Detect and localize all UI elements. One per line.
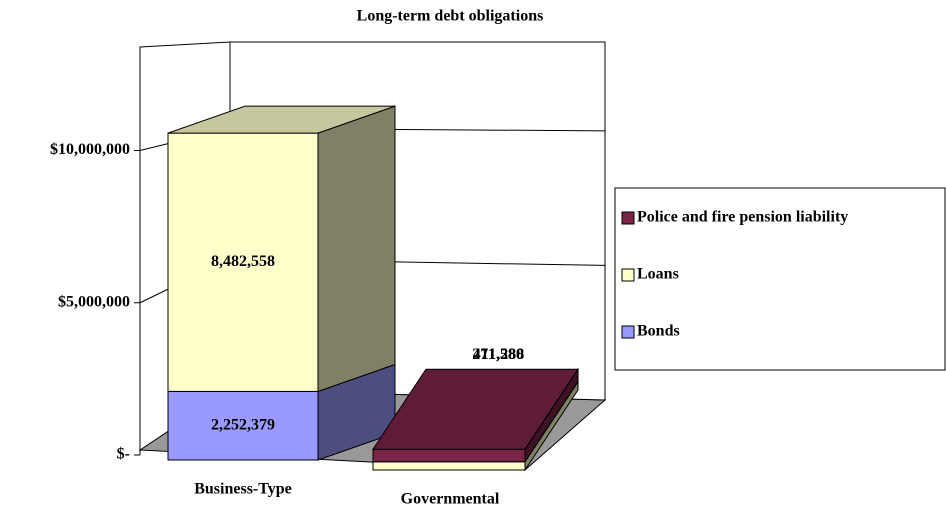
y-tick-label: $10,000,000 — [50, 141, 130, 158]
data-label: 2,252,379 — [211, 416, 275, 433]
bar-top — [167, 105, 396, 134]
data-label: 271,288 — [472, 346, 524, 363]
data-label: 411,580 — [473, 346, 524, 363]
bar — [372, 461, 526, 471]
legend-label: Loans — [637, 266, 679, 283]
legend-swatch — [621, 325, 635, 339]
legend-swatch — [621, 268, 635, 282]
data-label: 8,482,558 — [211, 253, 275, 270]
chart-title: Long-term debt obligations — [357, 8, 544, 25]
legend-swatch — [621, 211, 635, 225]
bar — [167, 132, 319, 392]
legend-label: Police and fire pension liability — [637, 209, 848, 226]
x-tick-label: Business-Type — [194, 481, 292, 498]
legend-label: Bonds — [637, 323, 680, 340]
y-tick-label: $5,000,000 — [58, 293, 130, 310]
x-tick-label: Governmental — [401, 491, 500, 508]
y-tick-label: $- — [117, 446, 130, 463]
bar-side — [317, 105, 396, 393]
legend — [614, 187, 946, 371]
bar — [372, 448, 526, 463]
bar-top — [372, 368, 579, 450]
bar — [167, 390, 319, 461]
